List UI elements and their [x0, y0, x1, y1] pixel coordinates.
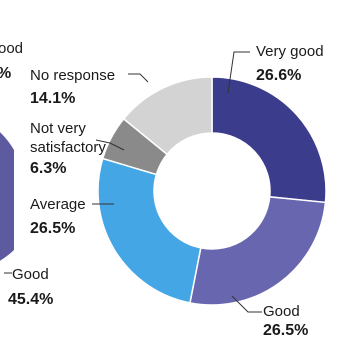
- label-average: Average: [30, 196, 86, 213]
- label-satisfactory: satisfactory: [30, 139, 106, 156]
- donut-slice-good: [189, 195, 327, 306]
- value-no-response: 14.1%: [30, 90, 75, 107]
- donut-slice-no-response: [122, 76, 213, 156]
- label-good: Good: [263, 303, 300, 320]
- donut-slice-average: [97, 157, 202, 304]
- left-good-label: Good: [12, 266, 49, 283]
- left-donut-chart: [0, 132, 14, 261]
- value-average: 26.5%: [30, 220, 75, 237]
- left-donut-slice-good: [0, 132, 14, 261]
- label-no-response: No response: [30, 67, 115, 84]
- left-top-value-fragment: %: [0, 65, 11, 82]
- value-good: 26.5%: [263, 322, 308, 339]
- leader-not-very-satisfactory: [95, 139, 125, 151]
- label-very-good: Very good: [256, 43, 324, 60]
- left-top-label-fragment: ood: [0, 40, 23, 57]
- leader-very-good: [227, 51, 250, 94]
- leader-good: [231, 295, 262, 313]
- label-not-very: Not very: [30, 120, 86, 137]
- value-not-very-satisfactory: 6.3%: [30, 160, 66, 177]
- right-donut-chart: [97, 76, 327, 306]
- leader-no-response: [128, 73, 149, 83]
- value-very-good: 26.6%: [256, 67, 301, 84]
- left-good-value: 45.4%: [8, 291, 53, 308]
- donut-slice-very-good: [211, 76, 327, 204]
